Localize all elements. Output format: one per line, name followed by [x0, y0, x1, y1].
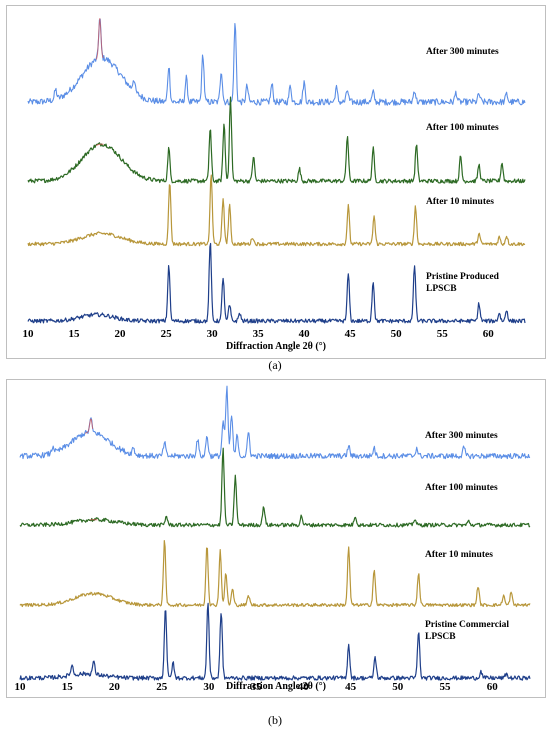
xaxis-title-a: Diffraction Angle 2θ (°) — [226, 341, 326, 352]
label-b-pristine-line1: Pristine Commercial — [425, 620, 509, 630]
label-b-300: After 300 minutes — [425, 431, 498, 441]
label-a-100: After 100 minutes — [426, 123, 499, 133]
chart-panel-b: 10 15 20 25 30 35 40 45 50 55 60 After 300 minutes… — [6, 379, 546, 698]
x-tick-label-a-10: 10 — [23, 328, 35, 340]
caption-b: (b) — [268, 713, 282, 727]
series-highlight-a-0 — [95, 18, 104, 60]
x-tick-label-b-60: 60 — [487, 681, 499, 693]
x-tick-label-b-30: 30 — [203, 681, 215, 693]
x-tick-label-b-55: 55 — [440, 681, 452, 693]
label-b-100: After 100 minutes — [425, 483, 498, 493]
series-line-b-2 — [19, 540, 531, 608]
x-tick-label-b-15: 15 — [62, 681, 74, 693]
caption-a: (a) — [268, 358, 282, 372]
x-tick-label-a-60: 60 — [483, 328, 495, 340]
x-tick-label-a-45: 45 — [345, 328, 357, 340]
x-tick-label-b-25: 25 — [156, 681, 168, 693]
series-line-a-1 — [27, 96, 526, 184]
xrd-chart-a: 10 15 20 25 30 35 40 45 50 55 60 After 300 minutes… — [23, 18, 526, 352]
label-b-10: After 10 minutes — [425, 550, 493, 560]
x-tick-label-a-25: 25 — [161, 328, 173, 340]
series-line-a-2 — [27, 174, 526, 247]
x-tick-label-b-50: 50 — [392, 681, 404, 693]
x-tick-label-b-45: 45 — [345, 681, 357, 693]
series-highlight-b-0 — [85, 418, 94, 434]
label-a-pristine-line2: LPSCB — [426, 284, 457, 294]
x-tick-label-a-50: 50 — [391, 328, 403, 340]
xaxis-title-b: Diffraction Angle 2θ (°) — [226, 681, 326, 692]
series-line-b-0 — [19, 385, 531, 460]
x-tick-label-a-15: 15 — [69, 328, 81, 340]
x-tick-label-b-10: 10 — [15, 681, 27, 693]
series-line-a-0 — [27, 18, 526, 106]
label-a-300: After 300 minutes — [426, 47, 499, 57]
label-a-pristine-line1: Pristine Produced — [426, 272, 500, 282]
x-tick-label-a-20: 20 — [115, 328, 127, 340]
series-line-a-3 — [27, 242, 526, 324]
x-tick-label-a-30: 30 — [207, 328, 219, 340]
series-line-b-1 — [19, 447, 531, 528]
xrd-chart-b: 10 15 20 25 30 35 40 45 50 55 60 After 300 minutes… — [15, 385, 531, 693]
series-line-b-3 — [19, 602, 531, 681]
label-a-10: After 10 minutes — [426, 197, 494, 207]
x-tick-label-b-20: 20 — [109, 681, 121, 693]
series-highlight-a-1 — [95, 143, 104, 146]
x-tick-label-a-40: 40 — [299, 328, 311, 340]
label-b-pristine-line2: LPSCB — [425, 632, 456, 642]
chart-panel-a: 10 15 20 25 30 35 40 45 50 55 60 After 300 minutes… — [6, 5, 546, 359]
x-tick-label-b-35: 35 — [251, 681, 263, 693]
x-tick-label-b-40: 40 — [298, 681, 310, 693]
x-tick-label-a-35: 35 — [253, 328, 265, 340]
x-tick-label-a-55: 55 — [437, 328, 449, 340]
